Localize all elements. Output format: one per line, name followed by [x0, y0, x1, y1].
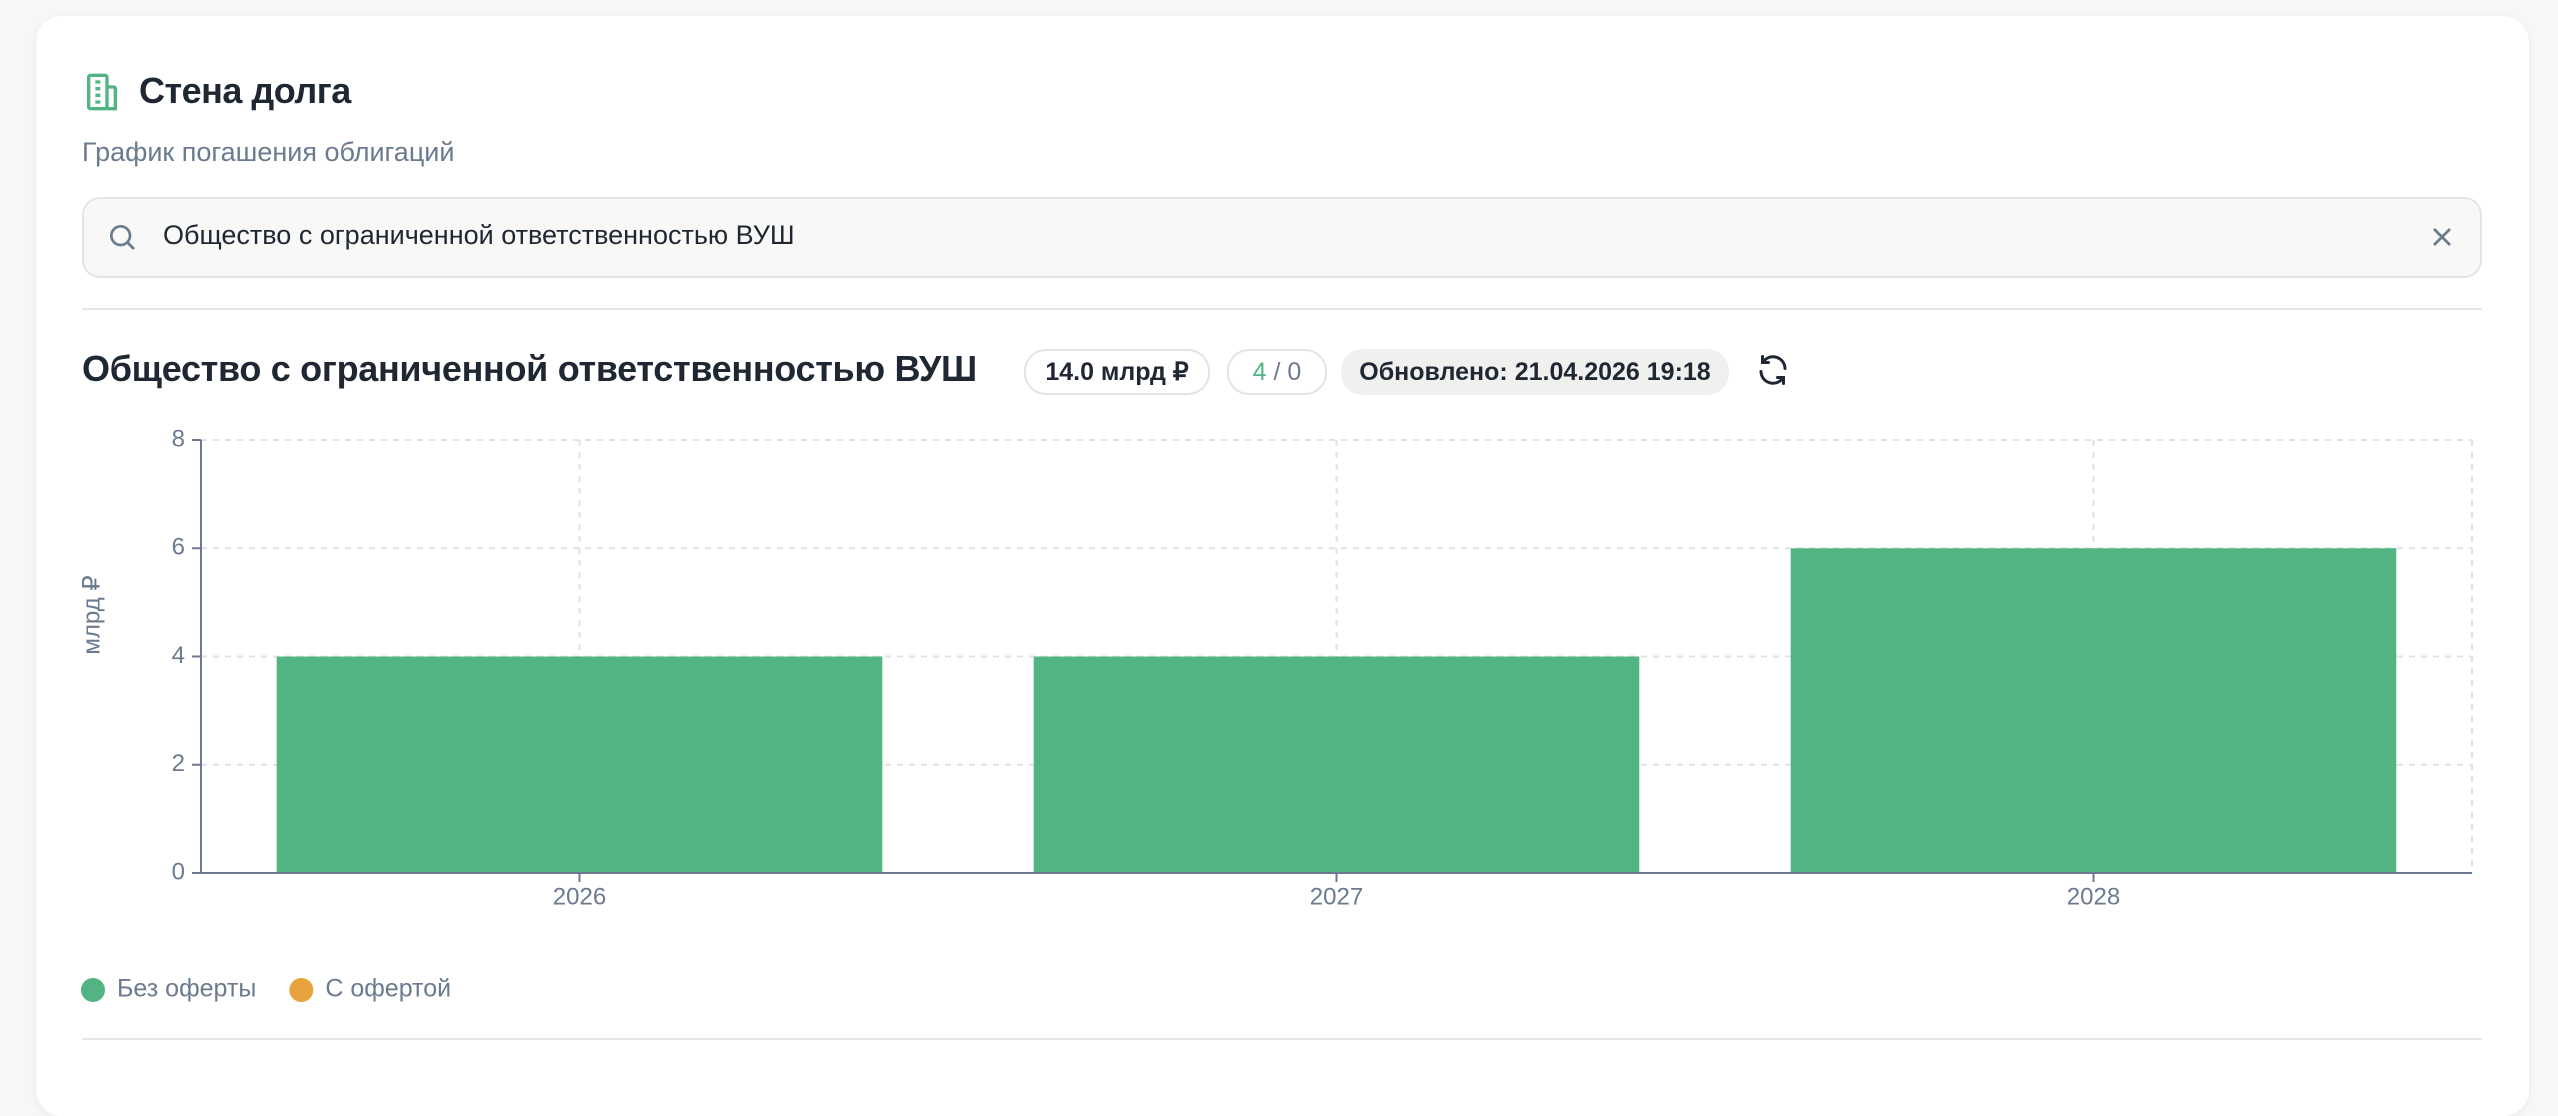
search-icon: [110, 225, 135, 250]
count-badge: 4 / 0: [1227, 349, 1327, 395]
x-tick-label: 2026: [553, 883, 606, 910]
bar: [276, 656, 883, 873]
y-tick-label: 0: [172, 858, 185, 885]
subtitle: График погашения облигаций: [82, 137, 455, 167]
search-text[interactable]: Общество с ограниченной ответственностью…: [163, 220, 795, 250]
refresh-button[interactable]: [1755, 352, 1791, 388]
page: Стена долга График погашения облигаций О…: [78, 70, 2482, 1040]
y-tick-label: 8: [172, 425, 185, 452]
bar: [1033, 656, 1640, 873]
y-tick-label: 2: [172, 750, 185, 777]
updated-badge: Обновлено: 21.04.2026 19:18: [1341, 349, 1729, 395]
divider: [82, 1038, 2482, 1040]
building-icon: [87, 73, 117, 111]
x-tick-label: 2027: [1310, 883, 1363, 910]
total-badge: 14.0 млрд ₽: [1024, 349, 1210, 395]
legend-swatch: [289, 978, 314, 1002]
y-axis-label: млрд ₽: [78, 575, 105, 654]
count-sep: /: [1273, 358, 1281, 386]
legend-label[interactable]: Без оферты: [117, 975, 256, 1003]
bar: [1790, 548, 2397, 873]
search-box[interactable]: [82, 197, 2482, 278]
y-tick-label: 6: [172, 534, 185, 561]
x-tick-label: 2028: [2067, 883, 2120, 910]
legend-swatch: [81, 978, 105, 1002]
count-left: 4: [1252, 358, 1267, 386]
company-name: Общество с ограниченной ответственностью…: [82, 348, 977, 389]
title: Стена долга: [139, 70, 351, 111]
divider: [82, 308, 2482, 310]
y-tick-label: 4: [172, 642, 185, 669]
chart: 0 2 4 6 8 млрд ₽ 2026 2027 2028 Без оферты С оферт…: [78, 425, 2473, 1003]
count-right: 0: [1287, 358, 1302, 386]
legend-label[interactable]: С офертой: [325, 975, 451, 1003]
clear-button[interactable]: [2426, 221, 2458, 253]
